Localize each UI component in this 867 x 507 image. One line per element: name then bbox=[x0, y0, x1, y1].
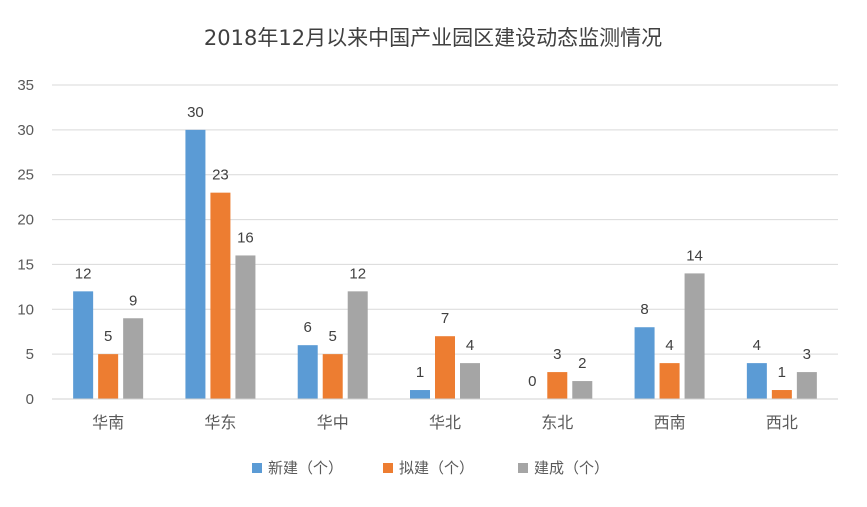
bar bbox=[73, 291, 94, 399]
data-label: 3 bbox=[803, 346, 811, 363]
legend-label: 拟建（个） bbox=[399, 459, 474, 477]
y-tick-label: 30 bbox=[17, 122, 34, 139]
data-label: 4 bbox=[466, 337, 474, 354]
bar bbox=[410, 390, 430, 399]
data-label: 1 bbox=[416, 364, 424, 381]
bars bbox=[73, 129, 817, 399]
data-label: 9 bbox=[129, 292, 137, 309]
data-label: 5 bbox=[329, 328, 337, 345]
bar bbox=[771, 390, 792, 399]
data-label: 2 bbox=[578, 355, 586, 372]
bar bbox=[460, 363, 480, 399]
bar bbox=[185, 129, 206, 399]
bar bbox=[796, 372, 817, 399]
data-label: 0 bbox=[528, 373, 536, 390]
y-tick-label: 15 bbox=[17, 256, 34, 273]
bar bbox=[322, 354, 343, 399]
data-label: 1 bbox=[778, 364, 786, 381]
y-tick-label: 35 bbox=[17, 77, 34, 94]
chart-title: 2018年12月以来中国产业园区建设动态监测情况 bbox=[204, 26, 662, 50]
legend-swatch bbox=[252, 463, 262, 473]
y-tick-label: 0 bbox=[26, 391, 34, 408]
x-category-label: 西南 bbox=[654, 413, 686, 432]
y-tick-label: 25 bbox=[17, 167, 34, 184]
bar bbox=[98, 354, 119, 399]
data-label: 7 bbox=[441, 310, 449, 327]
x-category-label: 西北 bbox=[766, 413, 798, 432]
legend-label: 新建（个） bbox=[268, 459, 343, 477]
bar bbox=[547, 372, 568, 399]
x-category-label: 华东 bbox=[204, 413, 236, 432]
bar bbox=[210, 192, 231, 399]
data-label: 14 bbox=[686, 247, 703, 264]
data-label: 5 bbox=[104, 328, 112, 345]
data-label: 23 bbox=[212, 167, 229, 184]
data-label: 4 bbox=[665, 337, 673, 354]
y-tick-label: 10 bbox=[17, 301, 34, 318]
y-axis-ticks: 0 5 10 15 20 25 30 35 bbox=[17, 77, 34, 408]
bar bbox=[235, 255, 256, 399]
data-label: 3 bbox=[553, 346, 561, 363]
data-label: 12 bbox=[349, 265, 366, 282]
data-label: 12 bbox=[75, 265, 92, 282]
data-label: 8 bbox=[640, 301, 648, 318]
x-category-label: 华北 bbox=[429, 413, 461, 432]
legend: 新建（个） 拟建（个） 建成（个） bbox=[252, 459, 609, 477]
bar bbox=[746, 363, 767, 399]
legend-label: 建成（个） bbox=[534, 459, 609, 477]
legend-swatch bbox=[383, 463, 393, 473]
bar bbox=[634, 327, 655, 399]
y-tick-label: 20 bbox=[17, 212, 34, 229]
data-label: 4 bbox=[753, 337, 761, 354]
data-label: 16 bbox=[237, 229, 254, 246]
data-label: 6 bbox=[304, 319, 312, 336]
bar bbox=[297, 345, 318, 399]
bar bbox=[123, 318, 144, 399]
bar bbox=[572, 381, 593, 399]
gridlines bbox=[52, 84, 838, 355]
legend-swatch bbox=[518, 463, 528, 473]
bar bbox=[347, 291, 368, 399]
bar bbox=[435, 336, 455, 399]
x-category-label: 华南 bbox=[92, 413, 124, 432]
data-label: 30 bbox=[187, 104, 204, 121]
x-category-label: 华中 bbox=[317, 413, 349, 432]
x-axis-categories: 华南 华东 华中 华北 东北 西南 西北 bbox=[92, 413, 798, 432]
x-category-label: 东北 bbox=[541, 413, 573, 432]
bar bbox=[659, 363, 680, 399]
bar bbox=[684, 273, 705, 399]
y-tick-label: 5 bbox=[26, 346, 34, 363]
